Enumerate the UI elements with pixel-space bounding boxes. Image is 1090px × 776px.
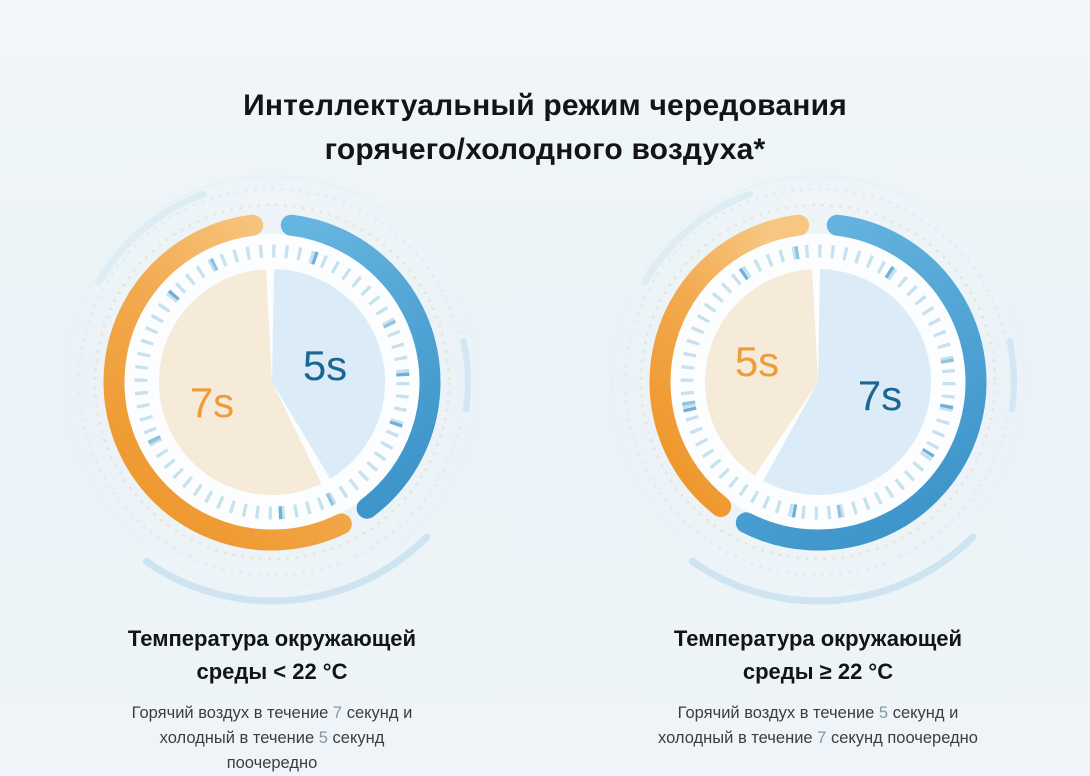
body-text: секунд и <box>888 704 959 722</box>
decor-swoosh-bottom <box>142 533 431 605</box>
main-arcs <box>649 214 987 551</box>
tick-ring <box>680 244 956 520</box>
cold-duration-value: 7 <box>817 729 827 748</box>
hot-duration-value: 7 <box>332 704 343 722</box>
decor-outer-ring <box>65 175 479 589</box>
decor-outer-ring <box>611 175 1025 589</box>
cold-duration-label: 5s <box>303 342 347 389</box>
decor-dashed-ring-tan <box>93 203 451 561</box>
dial-decorations <box>65 175 479 605</box>
caption-right-heading-line2: среды ≥ 22 °C <box>742 659 894 684</box>
body-text: секунд и <box>342 704 413 722</box>
cold-wedge <box>763 269 932 495</box>
decor-dashed-ring-blue <box>77 187 467 577</box>
tick-ring <box>134 244 410 520</box>
caption-right-body: Горячий воздух в течение 5 секунд и холо… <box>603 701 1033 751</box>
hot-duration-value: 5 <box>878 704 889 722</box>
caption-left-body: Горячий воздух в течение 7 секунд и холо… <box>57 701 487 776</box>
cold-arc <box>280 214 441 519</box>
hot-wedge <box>158 269 322 496</box>
caption-right-body-line2: холодный в течение 7 секунд поочередно <box>603 726 1033 751</box>
decor-swoosh-bottom <box>688 533 977 605</box>
section-title: Интеллектуальный режим чередования горяч… <box>0 84 1090 171</box>
cold-duration-label: 7s <box>858 372 902 419</box>
body-text: Горячий воздух в течение <box>677 704 879 722</box>
decor-dashed-ring-tan <box>639 203 997 561</box>
body-text: секунд <box>327 729 385 748</box>
decor-swoosh-upper-left <box>95 190 208 286</box>
cold-duration-value: 5 <box>318 729 328 748</box>
decor-swoosh-upper-left <box>641 190 754 286</box>
dial-right-ambient-above-22: 5s 7s <box>611 175 1025 605</box>
body-text: секунд поочередно <box>826 729 978 748</box>
dial-left-ambient-below-22: 7s 5s <box>65 175 479 605</box>
caption-right: Температура окружающей среды ≥ 22 °C Гор… <box>603 622 1033 751</box>
tick-ring-accent-2 <box>134 244 410 520</box>
section-title-line1: Интеллектуальный режим чередования <box>243 89 847 122</box>
main-arcs <box>103 214 441 551</box>
dial-decorations <box>611 175 1025 605</box>
tick-ring-base <box>680 244 956 520</box>
caption-right-body-line1: Горячий воздух в течение 5 секунд и <box>603 701 1033 726</box>
hot-arc <box>649 214 810 517</box>
caption-left-heading: Температура окружающей среды < 22 °C <box>57 622 487 688</box>
decor-dashed-ring-blue <box>623 187 1013 577</box>
hot-duration-label: 7s <box>190 379 234 426</box>
caption-left-body-line1: Горячий воздух в течение 7 секунд и <box>57 701 487 726</box>
cold-arc <box>735 214 987 551</box>
tick-ring-base <box>134 244 410 520</box>
hot-duration-label: 5s <box>735 338 779 385</box>
decor-swoosh-right <box>1006 338 1017 413</box>
body-text: холодный в течение <box>159 729 319 748</box>
pie-wedges <box>158 269 386 496</box>
caption-right-heading-line1: Температура окружающей <box>673 626 963 651</box>
caption-right-heading: Температура окружающей среды ≥ 22 °C <box>603 622 1033 688</box>
section-title-line2: горячего/холодного воздуха* <box>324 132 766 166</box>
pie-wedges <box>705 269 932 495</box>
hot-arc <box>103 214 352 551</box>
body-text: холодный в течение <box>658 729 818 748</box>
cold-wedge <box>272 269 386 479</box>
decor-swoosh-right <box>460 338 471 413</box>
caption-left-heading-line1: Температура окружающей <box>127 626 417 651</box>
tick-ring-accent-1 <box>134 244 410 520</box>
caption-left-body-line3: поочередно <box>226 754 318 773</box>
caption-left-body-line2: холодный в течение 5 секунд <box>57 726 487 751</box>
hot-wedge <box>705 269 818 476</box>
tick-ring-accent-1 <box>680 244 956 520</box>
caption-left-heading-line2: среды < 22 °C <box>196 659 348 684</box>
body-text: Горячий воздух в течение <box>131 704 333 722</box>
caption-left: Температура окружающей среды < 22 °C Гор… <box>57 622 487 776</box>
